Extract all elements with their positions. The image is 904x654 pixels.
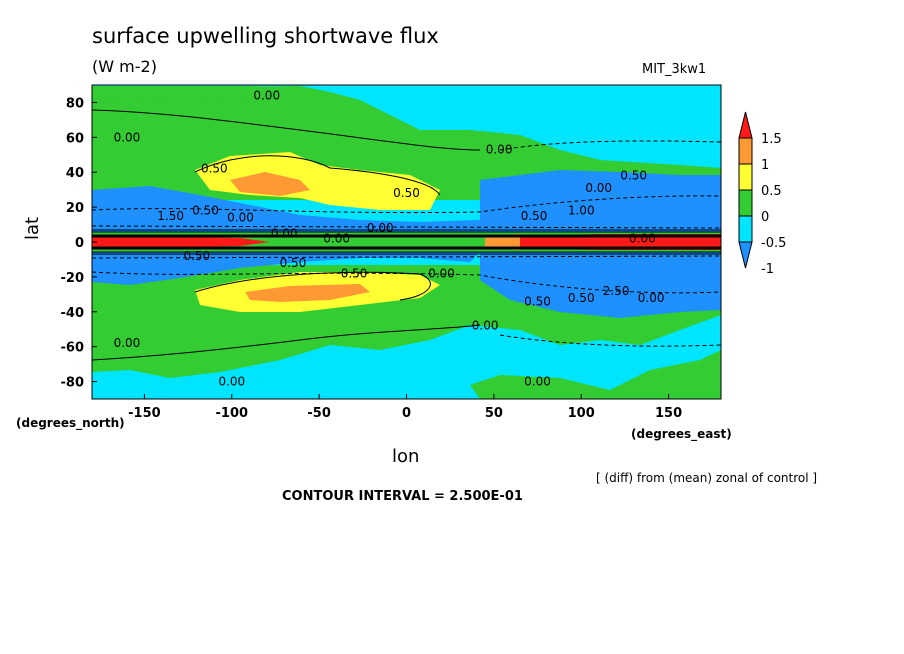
contour-label: 0.00: [629, 232, 656, 246]
y-tick-label: 20: [66, 201, 84, 216]
contour-label: 0.50: [280, 256, 307, 270]
contour-label: 2.50: [603, 284, 630, 298]
y-tick-label: -20: [61, 271, 85, 286]
x-tick-label: -100: [216, 406, 249, 421]
y-ticks: 80 60 40 20 0 -20 -40 -60 -80: [61, 96, 97, 391]
colorbar-cell: [738, 163, 753, 191]
contour-label: 1.00: [568, 204, 595, 218]
y-tick-label: -60: [61, 341, 85, 356]
y-tick-label: 40: [66, 166, 84, 181]
region-blue-north-west: [92, 186, 480, 232]
colorbar-label: 1: [761, 158, 769, 173]
contour-label: 0.50: [341, 266, 368, 280]
contour-label: 0.00: [472, 319, 499, 333]
contour-label: 0.00: [253, 88, 280, 102]
x-tick-label: 0: [402, 406, 411, 421]
contour-lines: [92, 109, 721, 361]
region-blue-south-west: [92, 252, 480, 285]
y-tick-label: 80: [66, 96, 84, 111]
y-tick-label: -40: [61, 306, 85, 321]
y-tick-label: -80: [61, 376, 85, 391]
contour-label: 0.00: [638, 291, 665, 305]
x-tick-label: 50: [485, 406, 503, 421]
colorbar-label: 1.5: [761, 132, 782, 147]
contour-label: 0.50: [524, 294, 551, 308]
colorbar-label: -1: [761, 262, 774, 277]
region-blue-south-east: [480, 252, 721, 318]
colorbar-cell: [738, 215, 753, 243]
colorbar-cell: [738, 189, 753, 217]
x-axis-label: lon: [392, 446, 420, 467]
contour-label: 0.00: [114, 130, 141, 144]
x-tick-label: 150: [655, 406, 682, 421]
contour-label: 0.00: [524, 375, 551, 389]
region-yellow-north: [195, 152, 440, 210]
region-blue-north-east: [480, 170, 721, 232]
contour-label: 0.50: [393, 186, 420, 200]
contour-label: 0.50: [192, 204, 219, 218]
contour-label: 0.50: [521, 209, 548, 223]
x-tick-label: -50: [307, 406, 331, 421]
y-tick-label: 60: [66, 131, 84, 146]
x-tick-label: 100: [568, 406, 595, 421]
region-green-north-pole: [92, 86, 260, 104]
contour-label: 0.50: [620, 169, 647, 183]
contour-interval: CONTOUR INTERVAL = 2.500E-01: [282, 489, 523, 504]
chart-title: surface upwelling shortwave flux: [92, 24, 439, 48]
colorbar-label: -0.5: [761, 236, 786, 251]
region-red-east: [500, 234, 721, 250]
contour-label: 0.00: [114, 336, 141, 350]
x-axis-units: (degrees_east): [631, 427, 732, 441]
region-red-west: [92, 235, 270, 249]
colorbar: 1.5 1 0.5 0 -0.5 -1: [738, 111, 786, 277]
model-label: MIT_3kw1: [642, 62, 707, 77]
x-ticks: -150 -100 -50 0 50 100 150: [128, 394, 682, 421]
contour-label: 0.00: [323, 232, 350, 246]
colorbar-label: 0: [761, 210, 769, 225]
region-orange-north: [230, 172, 310, 196]
contour-label: 0.50: [183, 249, 210, 263]
colorbar-bottom-arrow: [738, 241, 753, 269]
contour-label: 0.50: [568, 291, 595, 305]
contour-label: 0.00: [367, 221, 394, 235]
region-orange-south: [245, 284, 370, 302]
contour-labels: 0.00 0.00 0.50 0.00 0.50 0.50 0.00 1.50 0.50 0.00…: [114, 88, 665, 388]
region-orange-east: [485, 234, 520, 250]
contour-label: 1.50: [157, 209, 184, 223]
contour-label: 0.00: [271, 226, 298, 240]
field-regions: [92, 85, 721, 399]
contour-label: 0.50: [201, 162, 228, 176]
y-tick-label: 0: [75, 236, 84, 251]
contour-label: 0.00: [486, 143, 513, 157]
contour-label: 0.00: [227, 211, 254, 225]
colorbar-label: 0.5: [761, 184, 782, 199]
diff-note: [ (diff) from (mean) zonal of control ]: [596, 471, 818, 485]
colorbar-cell: [738, 137, 753, 165]
contour-label: 0.00: [585, 181, 612, 195]
contour-label: 0.00: [428, 266, 455, 280]
x-tick-label: -150: [128, 406, 161, 421]
y-axis-units: (degrees_north): [16, 416, 125, 430]
region-green-south-pole: [470, 350, 721, 399]
contour-label: 0.00: [218, 375, 245, 389]
colorbar-top-arrow: [738, 111, 753, 139]
chart-units: (W m-2): [92, 57, 157, 76]
equator-bold-contours: [92, 234, 721, 250]
